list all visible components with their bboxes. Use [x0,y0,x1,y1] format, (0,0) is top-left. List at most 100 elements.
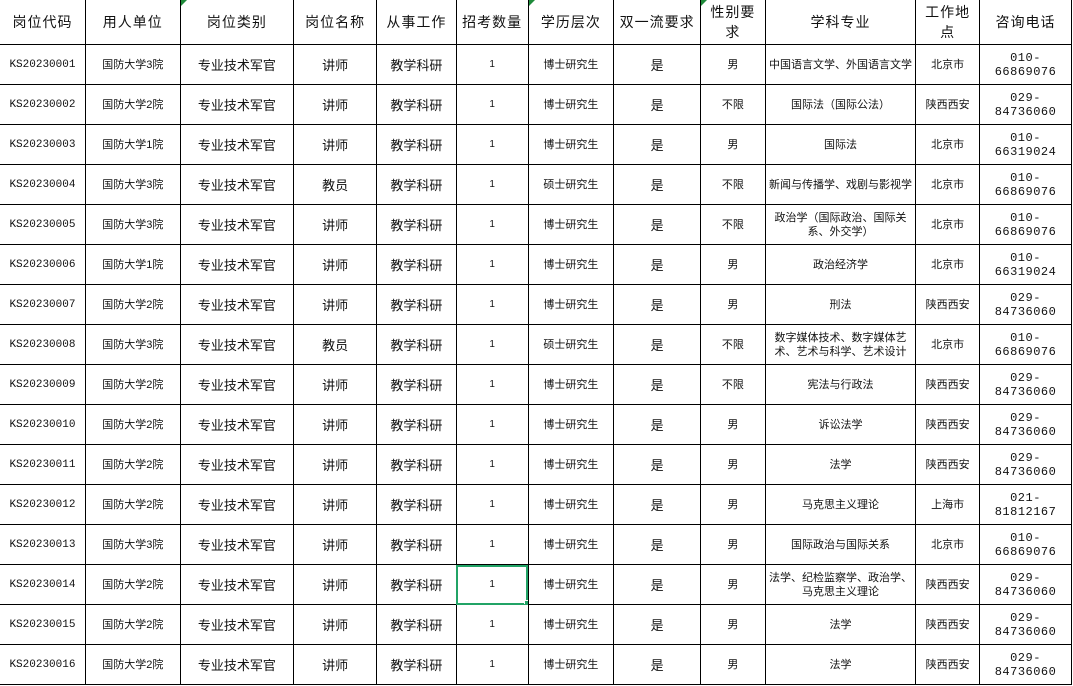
cell-phone[interactable]: 029-84736060 [979,404,1072,445]
cell-discipline[interactable]: 法学 [764,444,917,485]
cell-recruit-count[interactable]: 1 [455,124,529,165]
cell-work-type[interactable]: 教学科研 [375,604,457,645]
cell-location[interactable]: 北京市 [915,324,981,365]
cell-location[interactable]: 北京市 [915,44,981,85]
cell-phone[interactable]: 029-84736060 [979,644,1072,685]
column-header-post-name[interactable]: 岗位名称 [293,0,377,45]
cell-recruit-count[interactable]: 1 [455,364,529,405]
cell-work-type[interactable]: 教学科研 [375,164,457,205]
cell-post-name[interactable]: 讲师 [293,524,377,565]
cell-recruit-count[interactable]: 1 [455,644,529,685]
cell-employer[interactable]: 国防大学3院 [84,164,181,205]
cell-discipline[interactable]: 诉讼法学 [764,404,917,445]
cell-double-first-class[interactable]: 是 [613,204,701,245]
cell-phone[interactable]: 021-81812167 [979,484,1072,525]
cell-work-type[interactable]: 教学科研 [375,204,457,245]
cell-double-first-class[interactable]: 是 [613,564,701,605]
column-header-education[interactable]: 学历层次 [527,0,615,45]
cell-post-category[interactable]: 专业技术军官 [179,604,295,645]
cell-education[interactable]: 博士研究生 [527,404,615,445]
cell-education[interactable]: 博士研究生 [527,364,615,405]
cell-location[interactable]: 北京市 [915,204,981,245]
cell-employer[interactable]: 国防大学2院 [84,644,181,685]
cell-employer[interactable]: 国防大学3院 [84,44,181,85]
cell-double-first-class[interactable]: 是 [613,284,701,325]
cell-recruit-count[interactable]: 1 [455,564,529,605]
cell-discipline[interactable]: 刑法 [764,284,917,325]
cell-post-category[interactable]: 专业技术军官 [179,84,295,125]
cell-post-category[interactable]: 专业技术军官 [179,404,295,445]
cell-employer[interactable]: 国防大学2院 [84,364,181,405]
cell-recruit-count[interactable]: 1 [455,444,529,485]
cell-gender[interactable]: 男 [699,44,766,85]
cell-employer[interactable]: 国防大学2院 [84,284,181,325]
cell-recruit-count[interactable]: 1 [455,44,529,85]
cell-post-name[interactable]: 讲师 [293,364,377,405]
cell-discipline[interactable]: 政治学（国际政治、国际关系、外交学） [764,204,917,245]
cell-work-type[interactable]: 教学科研 [375,564,457,605]
cell-employer[interactable]: 国防大学3院 [84,324,181,365]
cell-phone[interactable]: 029-84736060 [979,604,1072,645]
cell-post-category[interactable]: 专业技术军官 [179,644,295,685]
cell-double-first-class[interactable]: 是 [613,364,701,405]
cell-employer[interactable]: 国防大学2院 [84,84,181,125]
cell-employer[interactable]: 国防大学2院 [84,404,181,445]
cell-recruit-count[interactable]: 1 [455,324,529,365]
cell-post-category[interactable]: 专业技术军官 [179,164,295,205]
cell-double-first-class[interactable]: 是 [613,84,701,125]
column-header-post-category[interactable]: 岗位类别 [179,0,295,45]
cell-post-code[interactable]: KS20230001 [0,44,86,85]
cell-phone[interactable]: 029-84736060 [979,564,1072,605]
cell-phone[interactable]: 029-84736060 [979,444,1072,485]
cell-employer[interactable]: 国防大学1院 [84,244,181,285]
cell-post-name[interactable]: 教员 [293,324,377,365]
cell-education[interactable]: 硕士研究生 [527,164,615,205]
cell-gender[interactable]: 男 [699,524,766,565]
cell-education[interactable]: 博士研究生 [527,444,615,485]
cell-post-category[interactable]: 专业技术军官 [179,324,295,365]
cell-gender[interactable]: 不限 [699,164,766,205]
cell-double-first-class[interactable]: 是 [613,404,701,445]
cell-post-name[interactable]: 讲师 [293,484,377,525]
cell-post-name[interactable]: 讲师 [293,124,377,165]
cell-post-code[interactable]: KS20230005 [0,204,86,245]
cell-location[interactable]: 陕西西安 [915,284,981,325]
cell-work-type[interactable]: 教学科研 [375,364,457,405]
cell-recruit-count[interactable]: 1 [455,284,529,325]
column-header-location[interactable]: 工作地点 [915,0,981,45]
cell-discipline[interactable]: 国际法 [764,124,917,165]
cell-location[interactable]: 陕西西安 [915,84,981,125]
cell-work-type[interactable]: 教学科研 [375,44,457,85]
cell-discipline[interactable]: 数字媒体技术、数字媒体艺术、艺术与科学、艺术设计 [764,324,917,365]
cell-post-category[interactable]: 专业技术军官 [179,244,295,285]
cell-discipline[interactable]: 国际政治与国际关系 [764,524,917,565]
cell-gender[interactable]: 男 [699,244,766,285]
cell-recruit-count[interactable]: 1 [455,204,529,245]
cell-double-first-class[interactable]: 是 [613,44,701,85]
cell-recruit-count[interactable]: 1 [455,604,529,645]
cell-employer[interactable]: 国防大学2院 [84,604,181,645]
cell-location[interactable]: 上海市 [915,484,981,525]
cell-discipline[interactable]: 法学 [764,644,917,685]
cell-employer[interactable]: 国防大学2院 [84,484,181,525]
cell-post-code[interactable]: KS20230003 [0,124,86,165]
cell-location[interactable]: 北京市 [915,124,981,165]
cell-discipline[interactable]: 法学、纪检监察学、政治学、马克思主义理论 [764,564,917,605]
cell-phone[interactable]: 010-66869076 [979,204,1072,245]
cell-recruit-count[interactable]: 1 [455,164,529,205]
cell-work-type[interactable]: 教学科研 [375,404,457,445]
cell-employer[interactable]: 国防大学3院 [84,524,181,565]
cell-phone[interactable]: 029-84736060 [979,364,1072,405]
cell-work-type[interactable]: 教学科研 [375,484,457,525]
cell-post-name[interactable]: 讲师 [293,244,377,285]
cell-location[interactable]: 陕西西安 [915,444,981,485]
cell-location[interactable]: 陕西西安 [915,364,981,405]
cell-gender[interactable]: 男 [699,284,766,325]
cell-employer[interactable]: 国防大学1院 [84,124,181,165]
cell-gender[interactable]: 男 [699,124,766,165]
cell-location[interactable]: 陕西西安 [915,604,981,645]
cell-gender[interactable]: 男 [699,444,766,485]
cell-double-first-class[interactable]: 是 [613,604,701,645]
cell-post-category[interactable]: 专业技术军官 [179,284,295,325]
cell-recruit-count[interactable]: 1 [455,404,529,445]
